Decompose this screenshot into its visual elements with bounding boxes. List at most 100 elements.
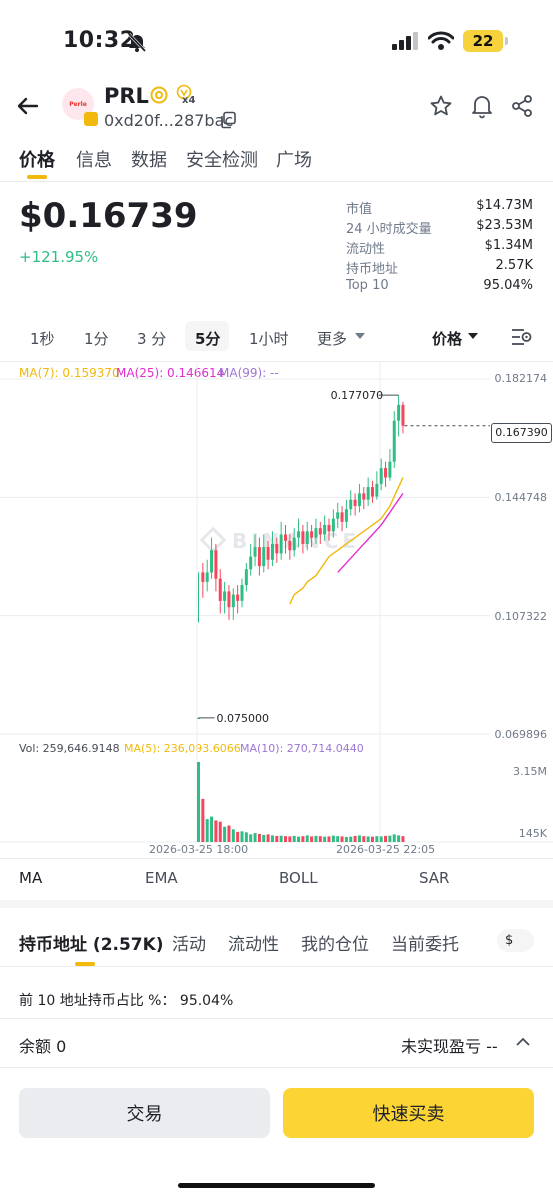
trade-button[interactable]: 交易: [19, 1088, 270, 1138]
stat-value-top10: 95.04%: [483, 278, 533, 293]
candle-body: [201, 572, 205, 582]
timeframe-1s[interactable]: 1秒: [30, 330, 55, 348]
indicator-ema[interactable]: EMA: [145, 869, 178, 887]
volume-bar: [279, 835, 283, 842]
volume-bar: [201, 798, 205, 842]
bell-icon[interactable]: [470, 93, 494, 119]
volume-bar: [401, 836, 405, 842]
candle-body: [392, 420, 396, 462]
volume-bar: [366, 836, 370, 842]
candle-body: [205, 572, 209, 582]
timeframe-1h[interactable]: 1小时: [249, 330, 289, 348]
volume-bar: [210, 816, 214, 842]
candle-body: [362, 493, 366, 500]
back-arrow-icon[interactable]: [16, 94, 40, 118]
volume-bar: [384, 835, 388, 842]
chart-settings-icon[interactable]: [511, 327, 533, 347]
divider: [0, 181, 553, 182]
timeframe-1m[interactable]: 1分: [84, 330, 109, 348]
price-caret-icon[interactable]: [468, 333, 478, 341]
candle-body: [371, 487, 374, 497]
top10-holding-ratio: 前 10 地址持币占比 %： 95.04%: [19, 993, 234, 1009]
candle-body: [323, 524, 327, 535]
contract-address: 0xd20f...287bac: [104, 111, 234, 130]
x-tick-label: 2026-03-25 18:00: [149, 843, 249, 856]
tab-info[interactable]: 信息: [76, 150, 112, 171]
quick-trade-button[interactable]: 快速买卖: [283, 1088, 534, 1138]
volume-bar: [275, 835, 279, 842]
candle-body: [240, 585, 244, 601]
ma25-line: [337, 492, 404, 573]
at-social-icon[interactable]: [150, 86, 168, 104]
candle-body: [305, 531, 309, 544]
volume-bar: [375, 836, 379, 842]
indicator-ma[interactable]: MA: [19, 869, 43, 887]
candle-body: [310, 531, 314, 538]
stat-value-liquidity: $1.34M: [484, 238, 533, 253]
chain-badge: [84, 112, 98, 126]
candle-body: [231, 594, 235, 608]
volume-bar: [288, 836, 292, 842]
candle-body: [253, 547, 257, 557]
x-tick-label: 2026-03-25 22:05: [336, 843, 436, 856]
y-tick-label: 0.144748: [494, 491, 548, 504]
ma7-line: [289, 477, 404, 605]
volume-tick-label: 145K: [518, 827, 547, 840]
battery-tip: [505, 37, 508, 45]
timeframe-5m-button[interactable]: [185, 321, 229, 351]
tab-my-positions[interactable]: 我的仓位: [301, 935, 369, 955]
divider: [0, 361, 553, 362]
candle-body: [388, 461, 392, 478]
currency-toggle[interactable]: $: [497, 929, 534, 952]
volume-ma5-legend: MA(5): 236,093.6066: [124, 742, 241, 755]
home-indicator: [178, 1183, 375, 1188]
tab-price[interactable]: 价格: [19, 150, 55, 171]
tab-holders[interactable]: 持币地址 (2.57K): [19, 935, 164, 955]
indicator-boll[interactable]: BOLL: [279, 869, 318, 887]
volume-bar: [240, 831, 244, 842]
tab-open-orders[interactable]: 当前委托: [391, 935, 459, 955]
token-name: PRL: [104, 84, 149, 108]
candle-body: [349, 499, 353, 510]
tab-security[interactable]: 安全检测: [186, 150, 258, 171]
ma99-legend: MA(99): --: [219, 366, 279, 380]
volume-bar: [353, 835, 357, 842]
high-price-label: 0.177070: [331, 389, 384, 402]
unrealized-pnl[interactable]: 未实现盈亏 --: [401, 1037, 498, 1056]
volume-bar: [205, 819, 209, 842]
y-tick-label: 0.069896: [494, 728, 548, 741]
volume-bar: [214, 820, 218, 842]
volume-bar: [270, 835, 274, 842]
stat-value-volume: $23.53M: [476, 218, 533, 233]
share-icon[interactable]: [510, 94, 534, 118]
stat-label-volume: 24 小时成交量: [346, 222, 432, 237]
volume-bar: [301, 836, 305, 842]
timeframe-5m[interactable]: 5分: [195, 330, 221, 348]
tab-square[interactable]: 广场: [276, 150, 312, 171]
candle-body: [340, 512, 344, 522]
y-tick-label: 0.107322: [494, 610, 548, 623]
chevron-up-icon[interactable]: [516, 1037, 530, 1047]
tab-liquidity[interactable]: 流动性: [228, 935, 279, 955]
volume-bar: [227, 825, 231, 842]
timeframe-more[interactable]: 更多: [317, 330, 348, 348]
timeframe-3m[interactable]: 3 分: [137, 330, 167, 348]
tab-activity[interactable]: 活动: [172, 935, 206, 955]
candle-body: [257, 547, 261, 567]
indicator-sar[interactable]: SAR: [419, 869, 450, 887]
divider: [0, 966, 553, 967]
star-icon[interactable]: [429, 94, 453, 118]
tab-data[interactable]: 数据: [131, 150, 167, 171]
candle-body: [244, 569, 248, 586]
volume-bar: [344, 836, 348, 842]
volume-bar: [262, 834, 266, 842]
volume-bar: [340, 836, 344, 842]
copy-icon[interactable]: [219, 111, 237, 129]
price-type-dropdown[interactable]: 价格: [432, 330, 463, 348]
more-caret-icon[interactable]: [355, 333, 365, 341]
volume-bar: [323, 836, 327, 842]
candle-body: [262, 547, 266, 567]
candle-body: [297, 531, 301, 538]
balance: 余额 0: [19, 1037, 67, 1056]
